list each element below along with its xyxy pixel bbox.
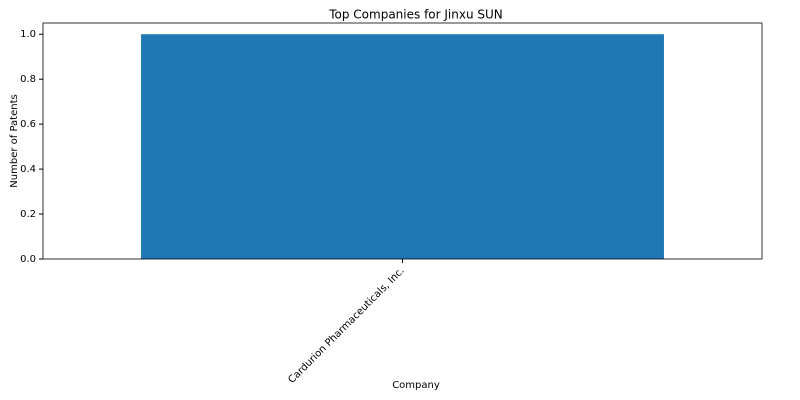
bar — [141, 34, 664, 259]
x-axis-label: Company — [392, 380, 440, 391]
chart-title: Top Companies for Jinxu SUN — [328, 8, 503, 22]
x-tick-label: Cardurion Pharmaceuticals, Inc. — [286, 265, 406, 385]
chart: Top Companies for Jinxu SUN Company Numb… — [0, 0, 800, 400]
y-tick-label: 1.0 — [20, 29, 36, 40]
y-tick-label: 0.4 — [20, 164, 36, 175]
y-axis-label: Number of Patents — [9, 94, 20, 187]
y-tick-label: 0.0 — [20, 254, 36, 265]
y-tick-label: 0.2 — [20, 209, 36, 220]
y-tick-label: 0.8 — [20, 74, 36, 85]
page: Top Companies for Jinxu SUN Company Numb… — [0, 0, 800, 400]
y-tick-label: 0.6 — [20, 119, 36, 130]
